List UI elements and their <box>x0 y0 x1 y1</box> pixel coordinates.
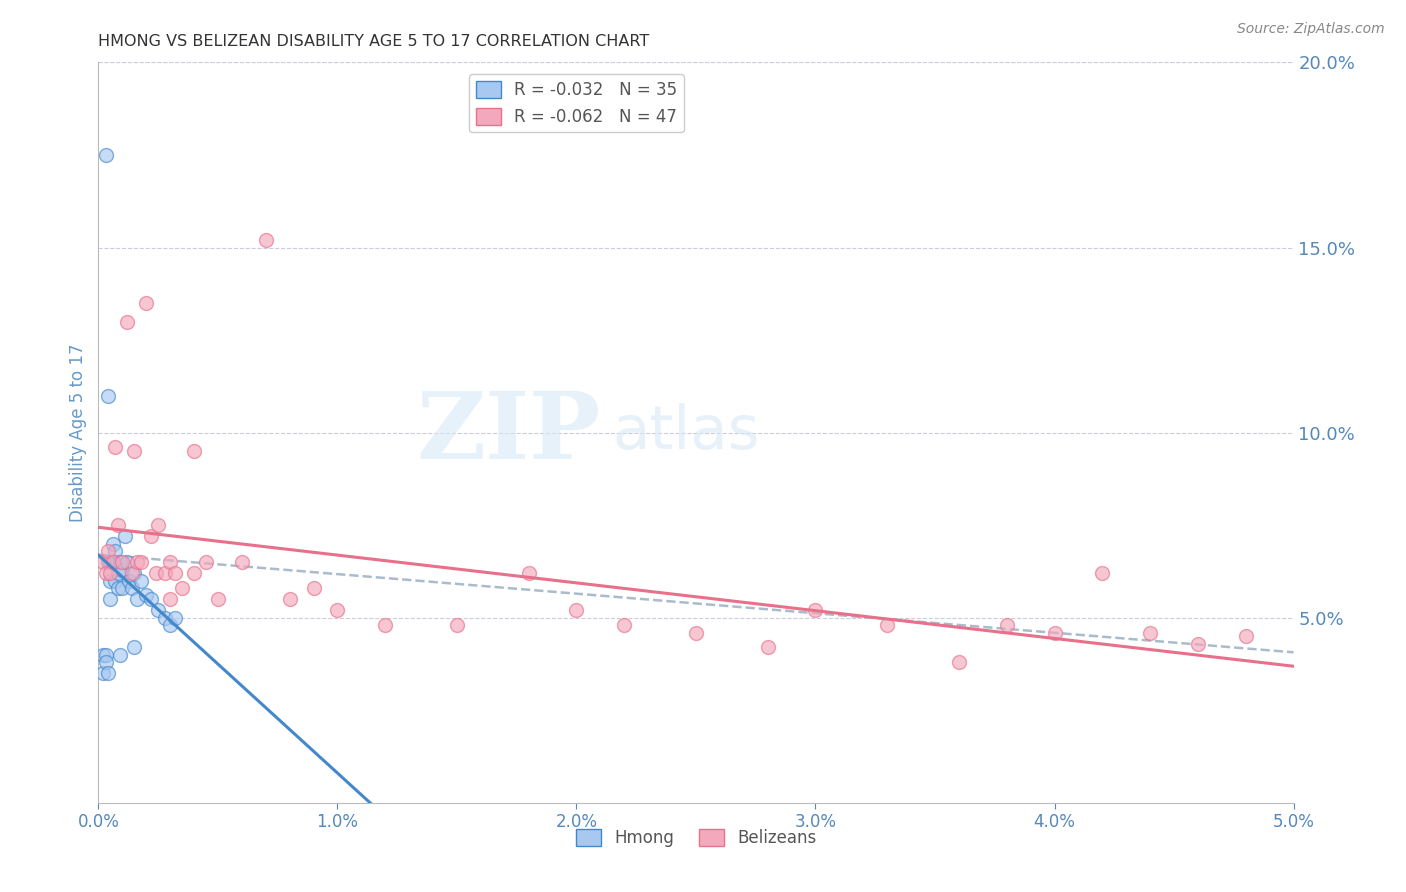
Point <box>155 566 177 581</box>
Point <box>1139 625 1161 640</box>
Point <box>145 566 167 581</box>
Point <box>107 518 129 533</box>
Point <box>111 555 134 569</box>
Point <box>183 444 205 458</box>
Point <box>125 592 148 607</box>
Point <box>94 648 117 662</box>
Point <box>124 444 146 458</box>
Point <box>756 640 779 655</box>
Point <box>278 592 301 607</box>
Point <box>124 640 146 655</box>
Point <box>131 574 153 588</box>
Point <box>326 603 349 617</box>
Text: atlas: atlas <box>613 403 759 462</box>
Point <box>98 592 122 607</box>
Point <box>948 655 970 669</box>
Point <box>111 581 134 595</box>
Point <box>131 555 153 569</box>
Point <box>104 574 127 588</box>
Point <box>148 603 170 617</box>
Point <box>104 544 127 558</box>
Point <box>1091 566 1114 581</box>
Point <box>125 555 148 569</box>
Text: ZIP: ZIP <box>416 388 600 477</box>
Point <box>1043 625 1066 640</box>
Point <box>104 441 127 455</box>
Point <box>91 666 114 681</box>
Point <box>685 625 707 640</box>
Point <box>517 566 540 581</box>
Point <box>613 618 636 632</box>
Point <box>139 592 162 607</box>
Point <box>135 589 157 603</box>
Point <box>101 555 124 569</box>
Point <box>108 648 131 662</box>
Point <box>163 566 186 581</box>
Point <box>97 666 120 681</box>
Point <box>98 566 122 581</box>
Legend: Hmong, Belizeans: Hmong, Belizeans <box>569 822 823 854</box>
Point <box>135 296 157 310</box>
Point <box>1234 629 1257 643</box>
Point <box>995 618 1018 632</box>
Point <box>121 566 143 581</box>
Point <box>183 566 205 581</box>
Point <box>91 648 114 662</box>
Point <box>111 563 134 577</box>
Point <box>98 574 122 588</box>
Point <box>107 566 129 581</box>
Point <box>148 518 170 533</box>
Point <box>163 610 186 624</box>
Point <box>565 603 588 617</box>
Point <box>159 592 181 607</box>
Point <box>172 581 194 595</box>
Point <box>876 618 898 632</box>
Point <box>231 555 253 569</box>
Text: Source: ZipAtlas.com: Source: ZipAtlas.com <box>1237 22 1385 37</box>
Point <box>94 655 117 669</box>
Point <box>91 555 114 569</box>
Point <box>118 574 141 588</box>
Point <box>114 529 136 543</box>
Point <box>124 566 146 581</box>
Y-axis label: Disability Age 5 to 17: Disability Age 5 to 17 <box>69 343 87 522</box>
Point <box>1187 637 1209 651</box>
Point <box>446 618 468 632</box>
Point <box>139 529 162 543</box>
Point <box>97 544 120 558</box>
Point <box>115 555 138 569</box>
Point <box>195 555 218 569</box>
Point <box>159 555 181 569</box>
Point <box>94 566 117 581</box>
Point <box>97 388 120 402</box>
Point <box>804 603 827 617</box>
Point <box>254 233 277 247</box>
Point <box>159 618 181 632</box>
Point <box>97 555 120 569</box>
Point <box>101 555 124 569</box>
Point <box>101 536 124 550</box>
Point <box>108 555 131 569</box>
Point <box>302 581 325 595</box>
Point <box>115 314 138 328</box>
Point <box>94 148 117 162</box>
Point <box>207 592 229 607</box>
Point <box>374 618 396 632</box>
Text: HMONG VS BELIZEAN DISABILITY AGE 5 TO 17 CORRELATION CHART: HMONG VS BELIZEAN DISABILITY AGE 5 TO 17… <box>98 34 650 49</box>
Point <box>107 581 129 595</box>
Point <box>98 555 122 569</box>
Point <box>155 610 177 624</box>
Point <box>121 581 143 595</box>
